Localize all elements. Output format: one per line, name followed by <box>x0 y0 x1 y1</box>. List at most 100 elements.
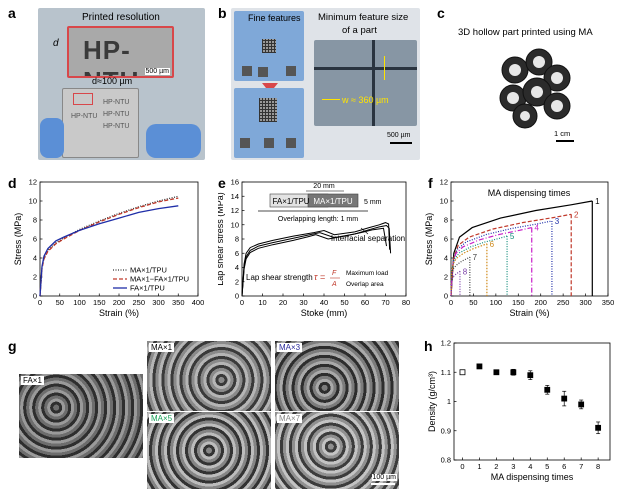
f-ytick-label-3: 6 <box>444 235 448 244</box>
h-point-5 <box>544 386 551 393</box>
f-ytick-label-0: 0 <box>444 292 448 301</box>
w-label: w ≈ 360 µm <box>342 95 389 105</box>
f-series-label-3: 3 <box>555 217 560 226</box>
d-xtick-label-1: 50 <box>56 298 64 307</box>
w-arrow-v <box>384 56 385 80</box>
mesh-bottom <box>259 98 277 122</box>
min-feature-title-1: Minimum feature size <box>318 12 409 23</box>
f-series-label-7: 7 <box>473 253 478 262</box>
d-ytick-label-1: 2 <box>33 273 37 282</box>
w-arrow-h <box>322 99 340 100</box>
f-ytick-label-2: 4 <box>444 254 448 263</box>
plate-highlight <box>73 93 93 105</box>
e-ytick-label-2: 4 <box>235 263 239 272</box>
panel-d-label: d <box>8 175 17 191</box>
f-xtick-label-2: 100 <box>490 298 503 307</box>
e-ytick-label-7: 14 <box>231 192 239 201</box>
h-point-4 <box>527 372 534 379</box>
f-series-line-3 <box>450 220 553 297</box>
chart-e: 0 10 20 30 40 50 60 70 80 0 2 4 6 8 10 12 14 16 Stoke (mm)… <box>218 178 410 318</box>
fine-features-photo-bottom <box>234 88 304 158</box>
f-xtick-label-4: 200 <box>534 298 547 307</box>
e-xtick-label-6: 60 <box>361 298 369 307</box>
h-ytick-label-4: 1.2 <box>441 339 451 348</box>
d-ytick-label-2: 4 <box>33 254 37 263</box>
e-spec-right: MA×1/TPU <box>313 197 353 206</box>
e-lap-strength: Lap shear strength <box>246 273 313 282</box>
sem-ma5-label: MA×5 <box>149 414 175 423</box>
sem-scale-label: 100 µm <box>371 474 397 481</box>
panel-e-label: e <box>218 175 226 191</box>
e-xlabel: Stoke (mm) <box>301 308 348 318</box>
e-xtick-label-0: 0 <box>240 298 244 307</box>
f-series-label-5: 5 <box>510 232 515 241</box>
plate-text-1: HP-NTU <box>103 99 130 106</box>
print-scale-label: 500 µm <box>144 68 170 75</box>
e-interfacial-label: Interfacial separation <box>331 234 405 243</box>
f-series-line-1 <box>450 200 593 297</box>
mesh-sample-3 <box>286 66 296 76</box>
e-xtick-label-5: 50 <box>340 298 348 307</box>
f-ytick-label-6: 12 <box>440 178 448 187</box>
fine-features-photo-top <box>234 11 304 81</box>
h-xtick-label-4: 4 <box>528 462 532 471</box>
d-xtick-label-7: 350 <box>172 298 185 307</box>
sem-ma7: MA×7 100 µm <box>274 411 400 490</box>
h-point-8 <box>595 424 602 431</box>
printed-resolution-title: Printed resolution <box>82 12 160 23</box>
sem-ma7-label: MA×7 <box>277 414 303 423</box>
d-xtick-label-2: 100 <box>73 298 86 307</box>
hollow-scale-label: 1 cm <box>554 129 571 138</box>
metal-plate: HP-NTU HP-NTU HP-NTU HP-NTU <box>62 88 139 158</box>
e-xtick-label-1: 10 <box>258 298 266 307</box>
h-xtick-label-8: 8 <box>596 462 600 471</box>
f-title: MA dispensing times <box>488 188 571 198</box>
mesh-sample-5 <box>264 138 274 148</box>
hollow-part-shape <box>499 48 571 129</box>
d-value: d≈100 µm <box>92 76 133 86</box>
d-xtick-label-8: 400 <box>192 298 205 307</box>
h-point-6 <box>561 395 568 402</box>
f-xtick-label-0: 0 <box>449 298 453 307</box>
e-series-line-0 <box>241 222 391 297</box>
d-ytick-label-0: 0 <box>33 292 37 301</box>
d-xlabel: Strain (%) <box>99 308 139 318</box>
mesh-sample-2 <box>258 67 268 77</box>
h-point-0 <box>459 369 466 376</box>
d-ytick-label-3: 6 <box>33 235 37 244</box>
f-xtick-label-7: 350 <box>602 298 615 307</box>
hollow-part-photo <box>495 48 575 132</box>
d-ylabel: Stress (MPa) <box>13 213 23 266</box>
f-series-label-8: 8 <box>463 267 468 276</box>
glove-right <box>146 124 201 158</box>
h-xtick-label-1: 1 <box>477 462 481 471</box>
mesh-sample-1 <box>242 66 252 76</box>
panel-f-label: f <box>428 175 433 191</box>
e-overlap-area: Overlap area <box>346 281 384 288</box>
sem-ma3-label: MA×3 <box>277 343 303 352</box>
e-xtick-label-2: 20 <box>279 298 287 307</box>
d-legend-label-1: MA×1−FA×1/TPU <box>130 275 189 284</box>
e-ytick-label-0: 0 <box>235 292 239 301</box>
d-xtick-label-5: 250 <box>132 298 145 307</box>
h-point-2 <box>493 369 500 376</box>
sem-ma1: MA×1 <box>146 340 272 420</box>
print-text: HP-NTU <box>83 35 138 76</box>
feature-micrograph: w ≈ 360 µm <box>314 40 417 126</box>
e-ytick-label-1: 2 <box>235 277 239 286</box>
h-xtick-label-3: 3 <box>511 462 515 471</box>
f-series-label-1: 1 <box>595 197 600 206</box>
fine-features-title: Fine features <box>248 13 301 23</box>
chart-d: 0 50 100 150 200 250 300 350 400 0 2 4 6 8 10 12 Strain … <box>13 178 205 318</box>
h-xtick-label-7: 7 <box>579 462 583 471</box>
h-ytick-label-0: 0.8 <box>441 456 451 465</box>
h-ytick-label-3: 1.1 <box>441 368 451 377</box>
hollow-part-title: 3D hollow part printed using MA <box>458 27 593 38</box>
feature-scale-bar <box>390 142 412 144</box>
f-series-label-6: 6 <box>490 240 495 249</box>
f-ytick-label-1: 2 <box>444 273 448 282</box>
d-ytick-label-6: 12 <box>29 178 37 187</box>
d-series-line-2 <box>39 205 179 297</box>
d-xtick-label-6: 300 <box>152 298 165 307</box>
